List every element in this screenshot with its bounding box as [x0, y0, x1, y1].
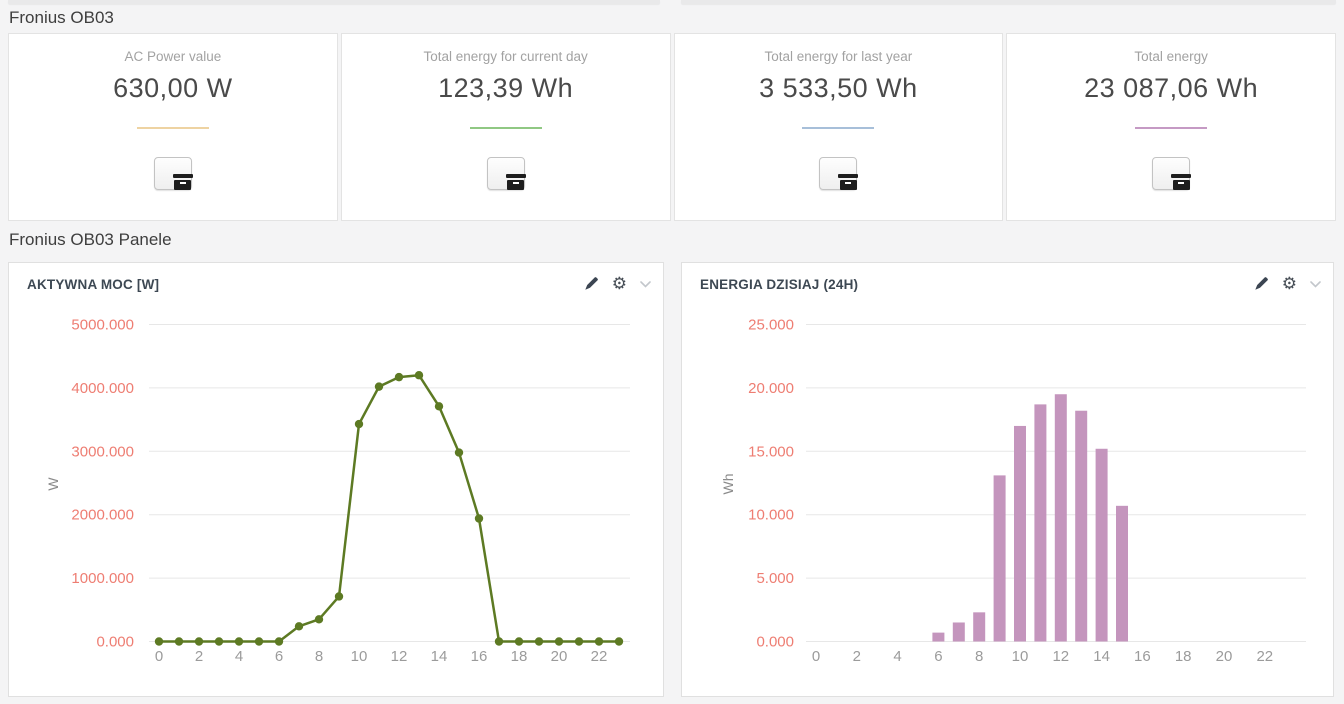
svg-text:6: 6: [275, 648, 283, 665]
stat-card-label: Total energy for current day: [423, 49, 588, 64]
page-title: Fronius OB03: [9, 8, 114, 27]
chevron-down-icon: [640, 280, 651, 288]
stat-card-value: 3 533,50 Wh: [759, 73, 918, 103]
svg-text:4000.000: 4000.000: [71, 380, 134, 397]
svg-text:25.000: 25.000: [748, 317, 794, 334]
svg-text:18: 18: [511, 648, 528, 665]
svg-text:22: 22: [1256, 648, 1273, 665]
svg-text:10.000: 10.000: [748, 507, 794, 524]
accent-divider: [1135, 127, 1208, 129]
panel-header: AKTYWNA MOC [W] ⚙: [9, 263, 663, 305]
panel-header: ENERGIA DZISIAJ (24H) ⚙: [682, 263, 1333, 305]
svg-text:6: 6: [934, 648, 942, 665]
svg-text:20: 20: [1216, 648, 1233, 665]
gear-icon: ⚙: [611, 274, 627, 293]
pencil-icon: [585, 277, 598, 290]
chart-panel-energy-today: ENERGIA DZISIAJ (24H) ⚙ 0.000 5.000 10.000…: [681, 262, 1334, 697]
svg-text:2: 2: [853, 648, 861, 665]
stat-cards-row: AC Power value 630,00 W Total energy for…: [8, 33, 1336, 221]
svg-text:20.000: 20.000: [748, 380, 794, 397]
svg-text:14: 14: [431, 648, 448, 665]
svg-text:4: 4: [235, 648, 243, 665]
svg-text:15.000: 15.000: [748, 443, 794, 460]
offscreen-panel-edge: [681, 0, 1336, 4]
svg-text:1000.000: 1000.000: [71, 570, 134, 587]
svg-text:8: 8: [975, 648, 983, 665]
svg-text:3000.000: 3000.000: [71, 443, 134, 460]
svg-text:12: 12: [391, 648, 408, 665]
show-log-button[interactable]: [819, 157, 859, 190]
stat-card-label: AC Power value: [124, 49, 222, 64]
offscreen-panel-edge: [8, 0, 660, 4]
svg-text:W: W: [45, 477, 61, 491]
svg-text:2: 2: [195, 648, 203, 665]
line-chart: 0.000 1000.000 2000.000 3000.000 4000.000 500…: [45, 317, 630, 665]
accent-divider: [136, 127, 209, 129]
edit-button[interactable]: [583, 276, 599, 292]
svg-text:0.000: 0.000: [96, 634, 134, 651]
stat-card-energy-last-year: Total energy for last year 3 533,50 Wh: [673, 33, 1004, 221]
svg-text:5000.000: 5000.000: [71, 317, 134, 334]
panel-title: AKTYWNA MOC [W]: [27, 276, 160, 292]
stat-card-value: 23 087,06 Wh: [1084, 73, 1259, 103]
stat-card-value: 630,00 W: [113, 73, 233, 103]
settings-button[interactable]: ⚙: [611, 274, 627, 293]
svg-text:16: 16: [1134, 648, 1151, 665]
svg-text:8: 8: [315, 648, 323, 665]
show-log-button[interactable]: [153, 157, 193, 190]
chart-panel-active-power: AKTYWNA MOC [W] ⚙ 0.000 1000.000 2000.000 3…: [8, 262, 664, 697]
collapse-button[interactable]: [640, 280, 651, 288]
svg-text:10: 10: [1012, 648, 1029, 665]
collapse-button[interactable]: [1310, 280, 1321, 288]
svg-text:Wh: Wh: [720, 474, 736, 495]
stat-card-label: Total energy for last year: [764, 49, 913, 64]
accent-divider: [469, 127, 542, 129]
svg-text:4: 4: [893, 648, 901, 665]
svg-text:18: 18: [1175, 648, 1192, 665]
svg-text:0: 0: [812, 648, 820, 665]
gear-icon: ⚙: [1281, 274, 1297, 293]
bar-chart: 0.000 5.000 10.000 15.000 20.000 25.000 0 2 4 6 8 1…: [720, 317, 1306, 665]
svg-text:10: 10: [351, 648, 368, 665]
svg-text:14: 14: [1093, 648, 1110, 665]
section-title-panele: Fronius OB03 Panele: [9, 230, 172, 249]
stat-card-energy-total: Total energy 23 087,06 Wh: [1006, 33, 1336, 221]
panel-title: ENERGIA DZISIAJ (24H): [700, 276, 859, 292]
svg-text:16: 16: [471, 648, 488, 665]
chevron-down-icon: [1310, 280, 1321, 288]
accent-divider: [802, 127, 875, 129]
svg-text:22: 22: [591, 648, 608, 665]
edit-button[interactable]: [1253, 276, 1269, 292]
show-log-button[interactable]: [486, 157, 526, 190]
svg-text:0.000: 0.000: [756, 634, 794, 651]
stat-card-ac-power: AC Power value 630,00 W: [8, 33, 338, 221]
stat-card-energy-today: Total energy for current day 123,39 Wh: [340, 33, 671, 221]
svg-text:5.000: 5.000: [756, 570, 794, 587]
show-log-button[interactable]: [1152, 157, 1192, 190]
svg-text:2000.000: 2000.000: [71, 507, 134, 524]
svg-text:12: 12: [1052, 648, 1069, 665]
settings-button[interactable]: ⚙: [1281, 274, 1297, 293]
pencil-icon: [1255, 277, 1268, 290]
svg-text:20: 20: [551, 648, 568, 665]
stat-card-label: Total energy: [1134, 49, 1208, 64]
stat-card-value: 123,39 Wh: [438, 73, 574, 103]
svg-text:0: 0: [155, 648, 163, 665]
